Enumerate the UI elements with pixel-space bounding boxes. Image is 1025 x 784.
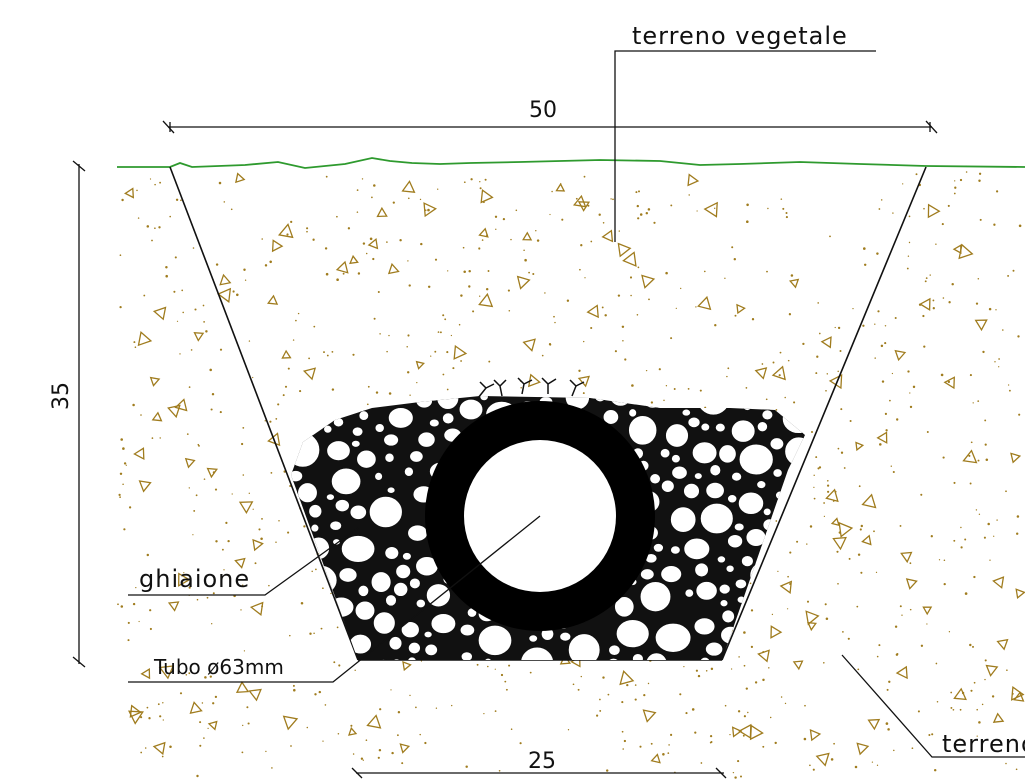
pipe-label: Tubo ø63mm (153, 655, 284, 679)
topsoil-label: terreno vegetale (632, 22, 848, 50)
ground-surface-line (117, 157, 1025, 169)
natural-soil-label: terreno (942, 730, 1025, 758)
gravel-label: ghiaione (139, 565, 250, 593)
bottom-width-dimension (351, 767, 727, 779)
depth-dimension (72, 160, 86, 668)
top-width-label: 50 (529, 98, 557, 123)
pipe-leader (128, 515, 541, 683)
natural-soil-leader (841, 654, 1025, 758)
depth-label: 35 (49, 382, 74, 410)
bottom-width-label: 25 (528, 749, 556, 774)
gravel-leader (128, 527, 359, 596)
trench-left-wall (169, 166, 359, 661)
trench-right-wall (721, 166, 927, 661)
topsoil-leader (614, 50, 876, 242)
top-width-dimension (162, 120, 938, 134)
